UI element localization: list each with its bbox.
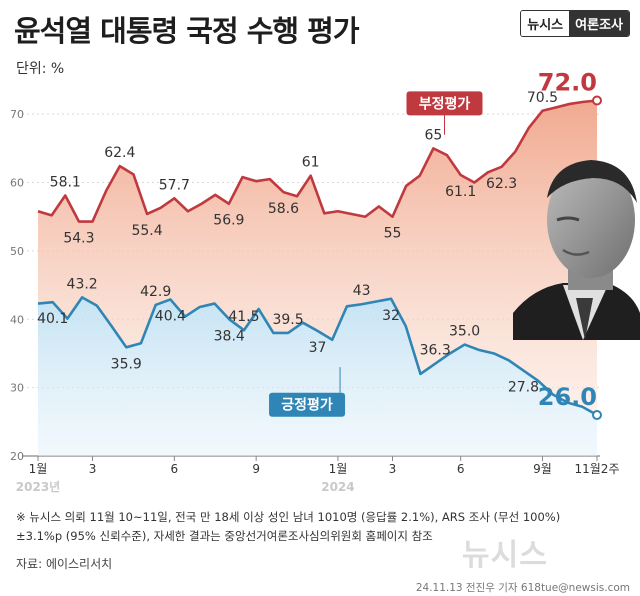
x-tick-10: 6 <box>171 462 179 476</box>
negative-tag-box <box>406 91 483 116</box>
brand-badge: 뉴시스 여론조사 <box>520 10 630 37</box>
positive-label-36: 27.8 <box>508 380 539 396</box>
president-photo <box>513 160 640 340</box>
credit-label: 24.11.13 전진우 기자 618tue@newsis.com <box>415 582 630 594</box>
y-tick-30: 30 <box>10 382 24 395</box>
x-tick-16: 9 <box>252 462 260 476</box>
positive-label-10: 40.4 <box>155 308 186 324</box>
note-line-2: ±3.1%p (95% 신뢰수준), 자세한 결과는 중앙선거여론조사심의위원회… <box>16 529 433 543</box>
positive-end-marker <box>592 409 602 420</box>
negative-label-10: 57.7 <box>159 177 190 193</box>
y-tick-50: 50 <box>10 245 24 258</box>
positive-label-15: 41.5 <box>228 309 259 325</box>
x-axis: 1월 3 6 9 1월 3 6 9월 11월2주 2023년 2024 <box>16 456 620 494</box>
lines <box>37 99 598 417</box>
y-tick-60: 60 <box>10 177 24 190</box>
y-tick-20: 20 <box>10 450 24 463</box>
positive-label-9: 42.9 <box>140 284 171 300</box>
y-tick-70: 70 <box>10 108 24 121</box>
positive-label-3: 43.2 <box>67 276 98 292</box>
negative-end-marker <box>592 95 602 106</box>
x-tick-0: 1월 <box>29 462 48 476</box>
negative-label-31: 61.1 <box>445 184 476 200</box>
year-label-22: 2024 <box>321 480 354 494</box>
x-tick-41: 11월2주 <box>575 462 620 476</box>
brand-left: 뉴시스 <box>521 11 570 36</box>
negative-label-18: 58.6 <box>268 201 299 217</box>
positive-last-value: 26.0 <box>538 383 597 411</box>
x-tick-26: 3 <box>389 462 397 476</box>
brand-right: 여론조사 <box>569 11 629 36</box>
positive-area <box>38 297 597 456</box>
positive-label-6: 35.9 <box>111 356 142 372</box>
data-labels: 58.1 54.3 62.4 55.4 57.7 56.9 58.6 61 55 65 61.1 62… <box>37 69 602 420</box>
x-tick-4: 3 <box>89 462 97 476</box>
positive-label-14: 38.4 <box>214 328 245 344</box>
negative-last-value: 72.0 <box>538 69 597 97</box>
negative-area <box>38 100 597 415</box>
negative-label-2: 58.1 <box>50 175 81 191</box>
positive-label-26: 32 <box>382 308 400 324</box>
negative-tag-text: 부정평가 <box>419 95 471 112</box>
positive-tag-text: 긍정평가 <box>281 397 333 414</box>
positive-label-18: 39.5 <box>272 312 303 328</box>
watermark-logo: 뉴시스 <box>462 538 548 573</box>
negative-label-26: 55 <box>384 226 402 242</box>
positive-label-31: 35.0 <box>449 324 480 340</box>
positive-label-1: 40.1 <box>37 311 68 327</box>
positive-tag-box <box>269 392 346 417</box>
negative-label-20: 61 <box>302 155 320 171</box>
year-label-0: 2023년 <box>16 480 60 494</box>
negative-label-29: 65 <box>424 127 442 143</box>
negative-label-34: 62.3 <box>486 176 517 192</box>
areas <box>38 100 597 456</box>
x-tick-37: 9월 <box>533 462 552 476</box>
positive-tag: 긍정평가 <box>269 392 346 417</box>
negative-label-3: 54.3 <box>63 231 94 247</box>
positive-label-29: 36.3 <box>420 343 451 359</box>
x-tick-22: 1월 <box>329 462 348 476</box>
negative-label-37: 70.5 <box>527 90 558 106</box>
source-label: 자료: 에이스리서치 <box>16 557 113 571</box>
chart-title: 윤석열 대통령 국정 수행 평가 <box>14 14 360 48</box>
positive-line <box>37 296 598 417</box>
x-tick-31: 6 <box>457 462 465 476</box>
negative-line <box>37 99 598 223</box>
positive-label-24: 43 <box>353 283 371 299</box>
positive-label-20: 37 <box>309 340 327 356</box>
y-tick-40: 40 <box>10 313 24 326</box>
negative-label-8: 55.4 <box>131 223 162 239</box>
note-line-1: ※ 뉴시스 의뢰 11월 10~11일, 전국 만 18세 이상 성인 남녀 1… <box>16 510 561 524</box>
survey-note: ※ 뉴시스 의뢰 11월 10~11일, 전국 만 18세 이상 성인 남녀 1… <box>16 508 616 546</box>
negative-tag: 부정평가 <box>406 91 483 116</box>
negative-label-6: 62.4 <box>104 145 135 161</box>
negative-label-14: 56.9 <box>213 213 244 229</box>
unit-label: 단위: % <box>16 61 65 77</box>
